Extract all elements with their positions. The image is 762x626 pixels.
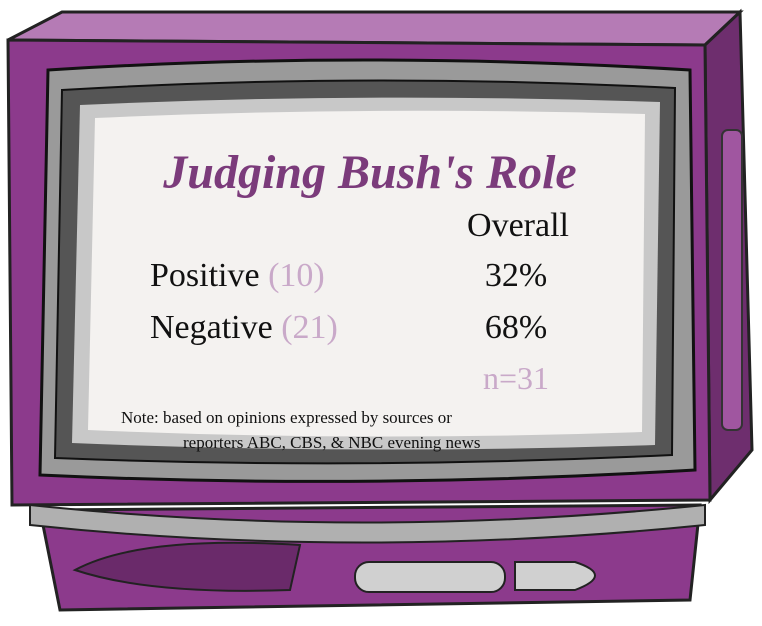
- row-label: Positive (10): [150, 257, 325, 294]
- tv-body: [6, 8, 754, 612]
- row-value: 68%: [485, 309, 547, 346]
- row-value: 32%: [485, 257, 547, 294]
- row-name: Positive: [150, 257, 260, 294]
- note-line: Note: based on opinions expressed by sou…: [121, 408, 452, 427]
- row-count: (10): [268, 257, 325, 294]
- note-line: reporters ABC, CBS, & NBC evening news: [183, 433, 481, 452]
- title: Judging Bush's Role: [162, 146, 576, 199]
- column-header: Overall: [467, 207, 569, 244]
- row-count: (21): [281, 309, 338, 346]
- row-name: Negative: [150, 309, 273, 346]
- sample-size: n=31: [483, 360, 549, 396]
- row-label: Negative (21): [150, 309, 338, 346]
